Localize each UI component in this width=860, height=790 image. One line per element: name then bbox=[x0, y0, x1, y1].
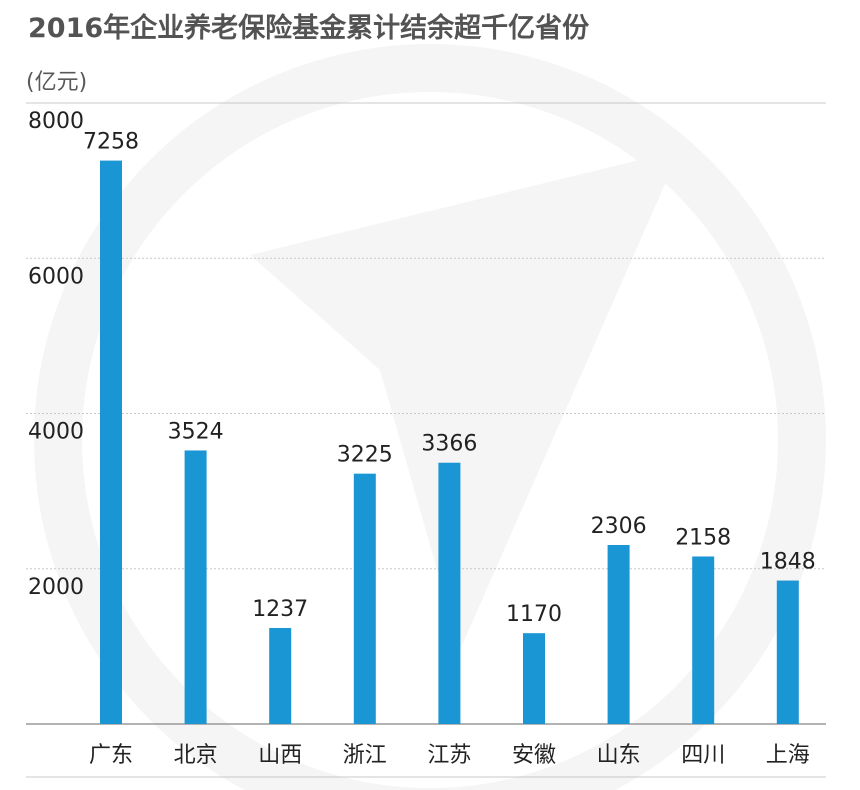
bar bbox=[269, 627, 292, 724]
bar-value-label: 1237 bbox=[252, 597, 308, 622]
category-label: 浙江 bbox=[343, 743, 387, 768]
y-tick-label: 8000 bbox=[28, 109, 84, 134]
watermark-arrow bbox=[250, 150, 680, 650]
bar bbox=[438, 462, 461, 724]
category-label: 四川 bbox=[681, 743, 725, 768]
y-axis-unit-label: (亿元) bbox=[26, 70, 88, 95]
bar bbox=[607, 544, 630, 724]
bars bbox=[100, 160, 799, 724]
bar-value-label: 1170 bbox=[506, 602, 562, 627]
bar-value-label: 3366 bbox=[421, 432, 477, 457]
bar-value-label: 3524 bbox=[168, 419, 224, 444]
bar bbox=[692, 556, 715, 724]
bar bbox=[184, 450, 207, 724]
category-label: 安徽 bbox=[512, 743, 556, 768]
category-labels: 广东 北京 山西 浙江 江苏 安徽 山东 四川 上海 bbox=[89, 743, 810, 768]
category-label: 山东 bbox=[597, 743, 641, 768]
category-label: 山西 bbox=[258, 743, 302, 768]
category-label: 北京 bbox=[174, 743, 218, 768]
y-tick-label: 4000 bbox=[28, 420, 84, 445]
bar-value-label: 2158 bbox=[675, 525, 731, 550]
y-tick-labels: 8000 6000 4000 2000 bbox=[28, 109, 84, 600]
bar-value-label: 2306 bbox=[591, 514, 647, 539]
category-label: 江苏 bbox=[427, 743, 471, 768]
bar bbox=[353, 473, 376, 724]
y-tick-label: 2000 bbox=[28, 575, 84, 600]
bar bbox=[776, 580, 799, 724]
category-label: 广东 bbox=[89, 743, 133, 768]
category-label: 上海 bbox=[766, 743, 810, 768]
value-labels: 7258 3524 1237 3225 3366 1170 2306 2158 1848 bbox=[83, 130, 816, 628]
bar bbox=[100, 160, 122, 724]
chart-title: 2016年企业养老保险基金累计结余超千亿省份 bbox=[28, 13, 590, 44]
watermark-ring bbox=[34, 44, 826, 790]
bar-value-label: 3225 bbox=[337, 443, 393, 468]
bar bbox=[523, 633, 545, 724]
bar-value-label: 1848 bbox=[760, 550, 816, 575]
bar-value-label: 7258 bbox=[83, 130, 139, 155]
y-tick-label: 6000 bbox=[28, 264, 84, 289]
